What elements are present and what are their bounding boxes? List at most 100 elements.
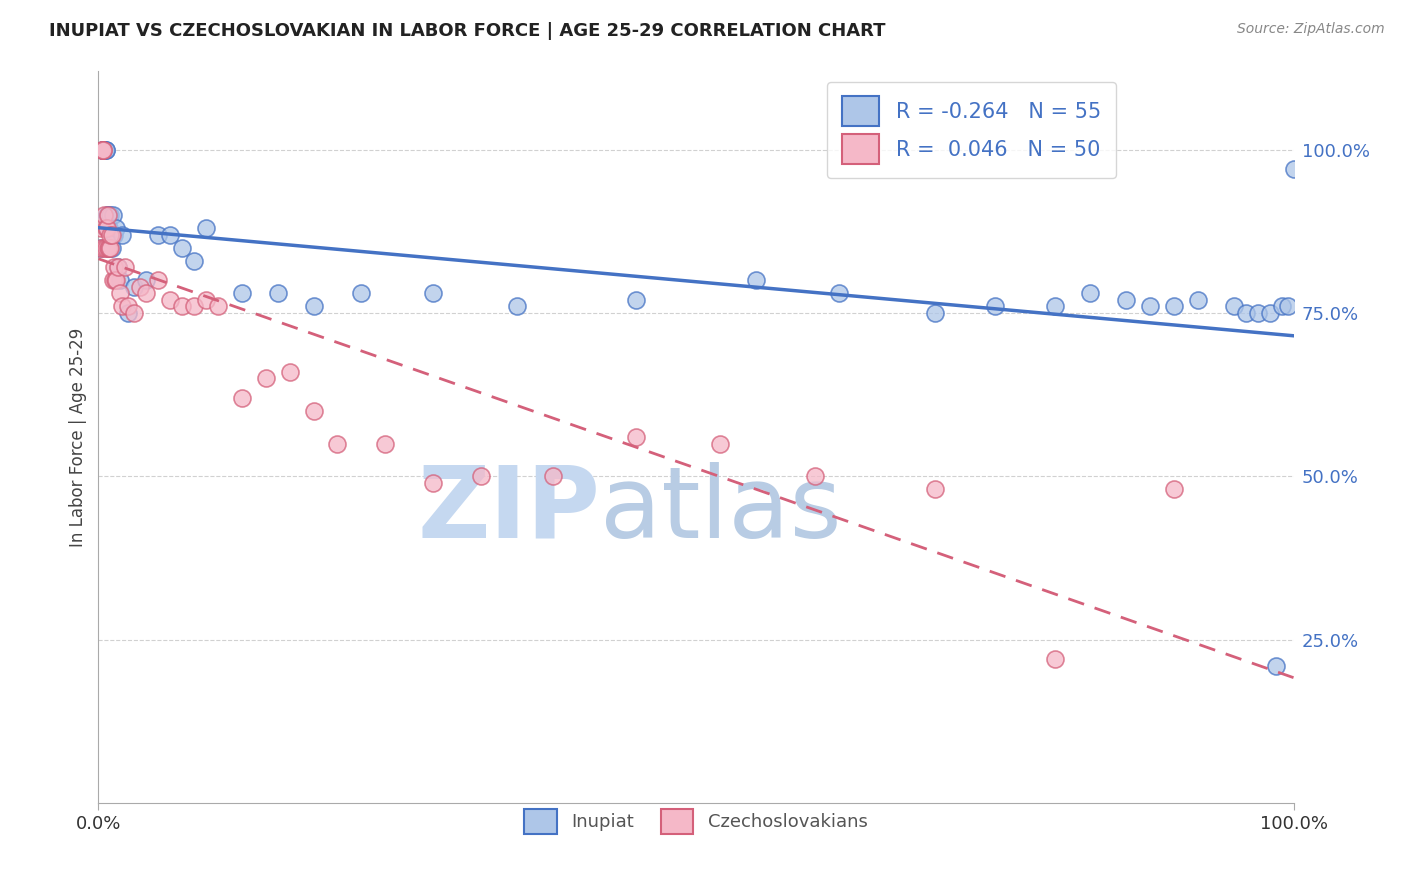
- Point: [94, 221, 117, 235]
- Point: [101, 273, 124, 287]
- Point: [114, 260, 136, 275]
- Point: [98, 227, 122, 242]
- Point: [1163, 483, 1185, 497]
- Point: [1115, 293, 1137, 307]
- Point: [97, 241, 120, 255]
- Point: [91, 143, 114, 157]
- Point: [96, 208, 118, 222]
- Point: [1043, 652, 1066, 666]
- Point: [104, 273, 127, 287]
- Point: [97, 208, 120, 222]
- Point: [148, 227, 170, 242]
- Point: [350, 286, 373, 301]
- Point: [111, 300, 134, 314]
- Point: [98, 221, 121, 235]
- Text: Source: ZipAtlas.com: Source: ZipAtlas.com: [1237, 22, 1385, 37]
- Point: [470, 469, 492, 483]
- Point: [1163, 300, 1185, 314]
- Point: [98, 241, 122, 255]
- Point: [1282, 162, 1305, 177]
- Point: [97, 208, 120, 222]
- Point: [129, 280, 152, 294]
- Point: [91, 143, 114, 157]
- Point: [709, 436, 731, 450]
- Y-axis label: In Labor Force | Age 25-29: In Labor Force | Age 25-29: [69, 327, 87, 547]
- Point: [183, 300, 205, 314]
- Point: [91, 143, 114, 157]
- Point: [93, 208, 115, 222]
- Point: [108, 286, 131, 301]
- Point: [745, 273, 768, 287]
- Point: [1271, 300, 1294, 314]
- Point: [108, 273, 131, 287]
- Point: [124, 306, 146, 320]
- Point: [278, 365, 301, 379]
- Point: [172, 241, 194, 255]
- Point: [326, 436, 349, 450]
- Point: [207, 300, 229, 314]
- Point: [107, 260, 129, 275]
- Point: [828, 286, 851, 301]
- Point: [1234, 306, 1257, 320]
- Text: INUPIAT VS CZECHOSLOVAKIAN IN LABOR FORCE | AGE 25-29 CORRELATION CHART: INUPIAT VS CZECHOSLOVAKIAN IN LABOR FORC…: [49, 22, 886, 40]
- Text: ZIP: ZIP: [418, 462, 600, 558]
- Point: [924, 483, 946, 497]
- Point: [1277, 300, 1299, 314]
- Point: [103, 260, 125, 275]
- Point: [626, 430, 648, 444]
- Point: [302, 404, 325, 418]
- Point: [94, 143, 117, 157]
- Point: [117, 300, 139, 314]
- Point: [924, 306, 946, 320]
- Point: [124, 280, 146, 294]
- Point: [103, 227, 125, 242]
- Point: [1258, 306, 1281, 320]
- Point: [804, 469, 827, 483]
- Point: [98, 241, 121, 255]
- Point: [111, 227, 134, 242]
- Point: [135, 286, 157, 301]
- Point: [91, 143, 114, 157]
- Point: [374, 436, 396, 450]
- Point: [1080, 286, 1102, 301]
- Point: [96, 221, 118, 235]
- Point: [90, 241, 112, 255]
- Point: [90, 221, 112, 235]
- Point: [231, 286, 253, 301]
- Point: [96, 221, 118, 235]
- Point: [195, 293, 218, 307]
- Point: [93, 143, 115, 157]
- Point: [541, 469, 564, 483]
- Point: [172, 300, 194, 314]
- Point: [422, 475, 444, 490]
- Point: [267, 286, 290, 301]
- Point: [1247, 306, 1270, 320]
- Point: [984, 300, 1007, 314]
- Point: [94, 143, 117, 157]
- Point: [97, 241, 120, 255]
- Point: [100, 227, 122, 242]
- Point: [159, 227, 181, 242]
- Text: atlas: atlas: [600, 462, 842, 558]
- Point: [183, 253, 205, 268]
- Point: [100, 241, 122, 255]
- Point: [231, 391, 253, 405]
- Point: [105, 221, 128, 235]
- Point: [1139, 300, 1161, 314]
- Point: [98, 208, 122, 222]
- Point: [98, 241, 122, 255]
- Point: [1043, 300, 1066, 314]
- Point: [117, 306, 139, 320]
- Point: [135, 273, 157, 287]
- Point: [91, 143, 114, 157]
- Point: [254, 371, 277, 385]
- Point: [302, 300, 325, 314]
- Point: [90, 241, 112, 255]
- Point: [626, 293, 648, 307]
- Point: [1187, 293, 1209, 307]
- Point: [1264, 658, 1286, 673]
- Legend: Inupiat, Czechoslovakians: Inupiat, Czechoslovakians: [513, 797, 879, 845]
- Point: [1223, 300, 1246, 314]
- Point: [506, 300, 529, 314]
- Point: [105, 273, 128, 287]
